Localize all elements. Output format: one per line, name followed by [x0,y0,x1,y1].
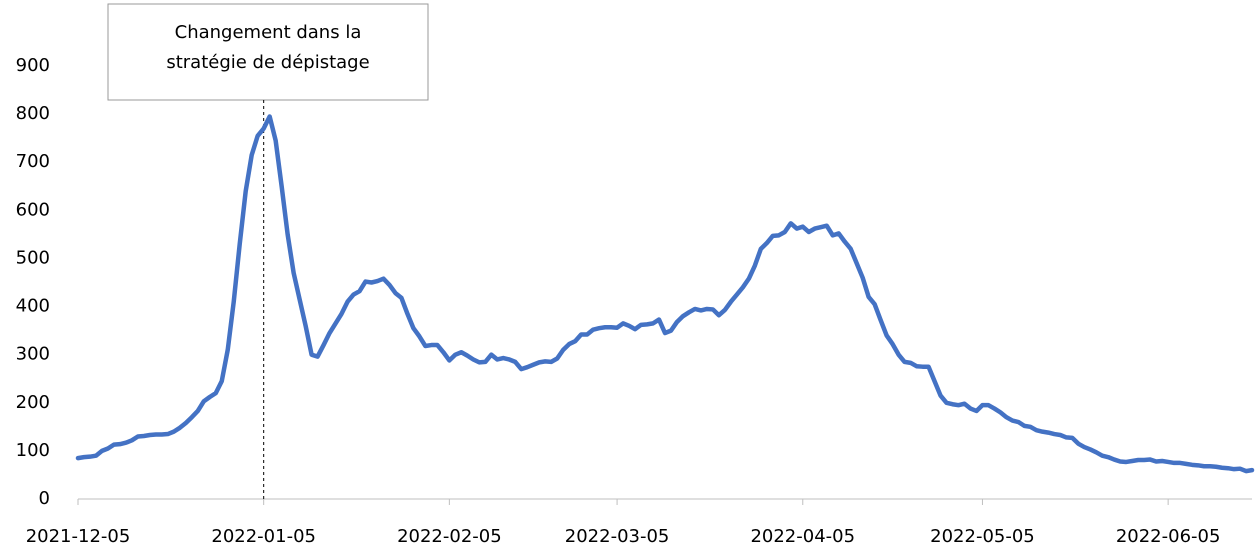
annotation-text: stratégie de dépistage [166,52,369,73]
y-tick-label: 900 [16,55,50,76]
y-tick-label: 400 [16,296,50,317]
x-tick-label: 2022-01-05 [211,526,316,547]
x-tick-label: 2021-12-05 [26,526,131,547]
y-tick-label: 500 [16,247,50,268]
y-tick-label: 200 [16,392,50,413]
x-tick-label: 2022-04-05 [750,526,855,547]
data-line [75,114,1255,474]
x-tick-label: 2022-06-05 [1116,526,1221,547]
x-tick-label: 2022-05-05 [930,526,1035,547]
y-tick-label: 600 [16,199,50,220]
annotation-text: Changement dans la [175,22,362,43]
y-tick-label: 800 [16,103,50,124]
x-tick-label: 2022-03-05 [565,526,670,547]
y-tick-label: 100 [16,440,50,461]
y-tick-label: 300 [16,344,50,365]
annotation-box [107,3,429,101]
y-tick-label: 700 [16,151,50,172]
x-tick-label: 2022-02-05 [397,526,502,547]
y-tick-label: 0 [39,488,50,509]
